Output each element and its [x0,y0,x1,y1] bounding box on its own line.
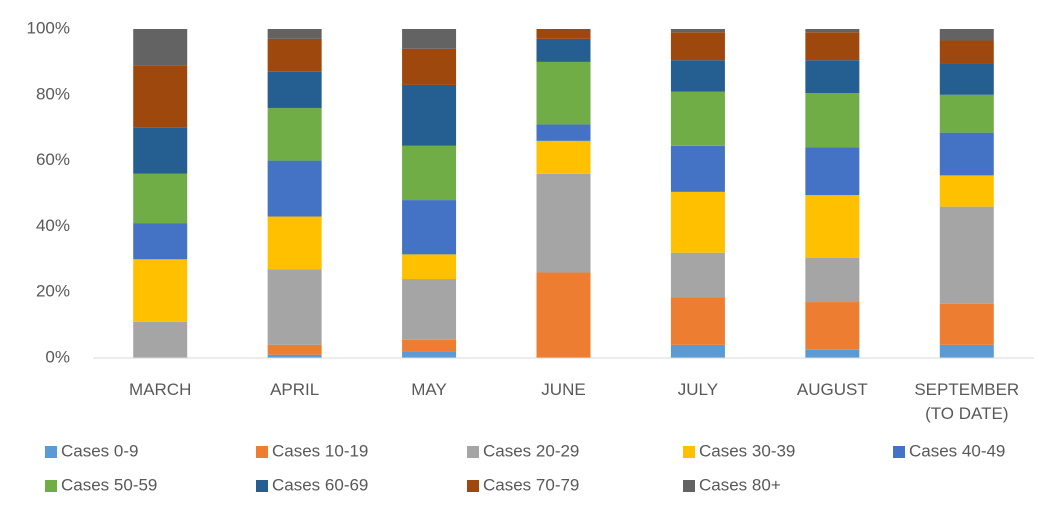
legend-swatch [683,446,695,458]
x-tick-label: MARCH [129,380,192,399]
legend-label: Cases 40-49 [909,441,1005,460]
bar-segment [536,173,591,273]
bar-segment [402,29,457,49]
legend-label: Cases 70-79 [483,475,579,494]
bar-segment [267,344,322,355]
bar-segment [805,147,860,196]
bar-segment [536,272,591,358]
bar-segment [805,349,860,358]
y-tick-label: 0% [45,347,70,366]
legend-label: Cases 10-19 [272,441,368,460]
y-tick-label: 60% [36,150,70,169]
x-tick-label: AUGUST [796,380,868,399]
legend-swatch [683,480,695,492]
bar-segment [267,71,322,108]
x-tick-label: APRIL [270,380,320,399]
y-tick-label: 20% [36,282,70,301]
bar-segment [402,84,457,146]
bar-segment [939,94,994,133]
bar-segment [133,29,188,66]
bar-segment [402,145,457,201]
bar-segment [670,32,725,61]
y-tick-label: 100% [27,18,70,37]
bar-segment [133,321,188,358]
bar-segment [805,93,860,148]
bar-segment [939,63,994,95]
bar-segment [805,29,860,33]
legend-swatch [467,446,479,458]
bar-segment [402,339,457,352]
x-tick-label: JUNE [541,380,586,399]
legend-label: Cases 0-9 [61,441,138,460]
legend-label: Cases 30-39 [699,441,795,460]
bar-segment [267,354,322,358]
bar-segment [267,160,322,217]
bar-segment [805,32,860,61]
legend-swatch [256,446,268,458]
bar-segment [670,60,725,92]
bar-segment [402,351,457,358]
bar-segment [670,29,725,33]
bar-segment [939,132,994,176]
legend-label: Cases 60-69 [272,475,368,494]
bar-segment [133,127,188,174]
y-tick-label: 80% [36,84,70,103]
bar-segment [267,29,322,39]
bar-segment [133,65,188,128]
bar-segment [267,216,322,270]
bar-segment [536,61,591,125]
bar-segment [939,206,994,304]
x-tick-label: MAY [411,380,447,399]
legend-swatch [893,446,905,458]
bar-segment [670,145,725,192]
bar-segment [670,252,725,298]
x-tick-label: JULY [677,380,719,399]
bar-segment [267,107,322,161]
bar-segment [670,344,725,358]
bar-segment [670,91,725,146]
bar-segment [939,303,994,345]
legend-swatch [45,446,57,458]
bar-segment [670,297,725,345]
bar-segment [402,279,457,340]
bar-segment [402,254,457,280]
y-tick-label: 40% [36,216,70,235]
legend-label: Cases 50-59 [61,475,157,494]
bar-segment [133,223,188,260]
bar-segment [536,140,591,174]
bar-segment [805,257,860,303]
legend-label: Cases 80+ [699,475,781,494]
bar-segment [536,29,591,39]
bar-segment [536,124,591,141]
bar-segment [939,40,994,64]
bar-segment [939,175,994,207]
bar-segment [670,191,725,253]
bar-segment [267,269,322,345]
legend-label: Cases 20-29 [483,441,579,460]
bar-segment [939,29,994,41]
bar-segment [805,302,860,350]
bar-segment [939,344,994,358]
legend-swatch [467,480,479,492]
bar-segment [133,259,188,322]
bar-segment [267,38,322,72]
legend-swatch [45,480,57,492]
legend-swatch [256,480,268,492]
bar-segment [805,60,860,94]
bar-segment [805,195,860,258]
bar-segment [402,48,457,85]
bar-segment [133,173,188,224]
bar-segment [402,200,457,255]
bar-segment [536,38,591,62]
x-tick-label: SEPTEMBER (TO DATE) [914,380,1020,423]
